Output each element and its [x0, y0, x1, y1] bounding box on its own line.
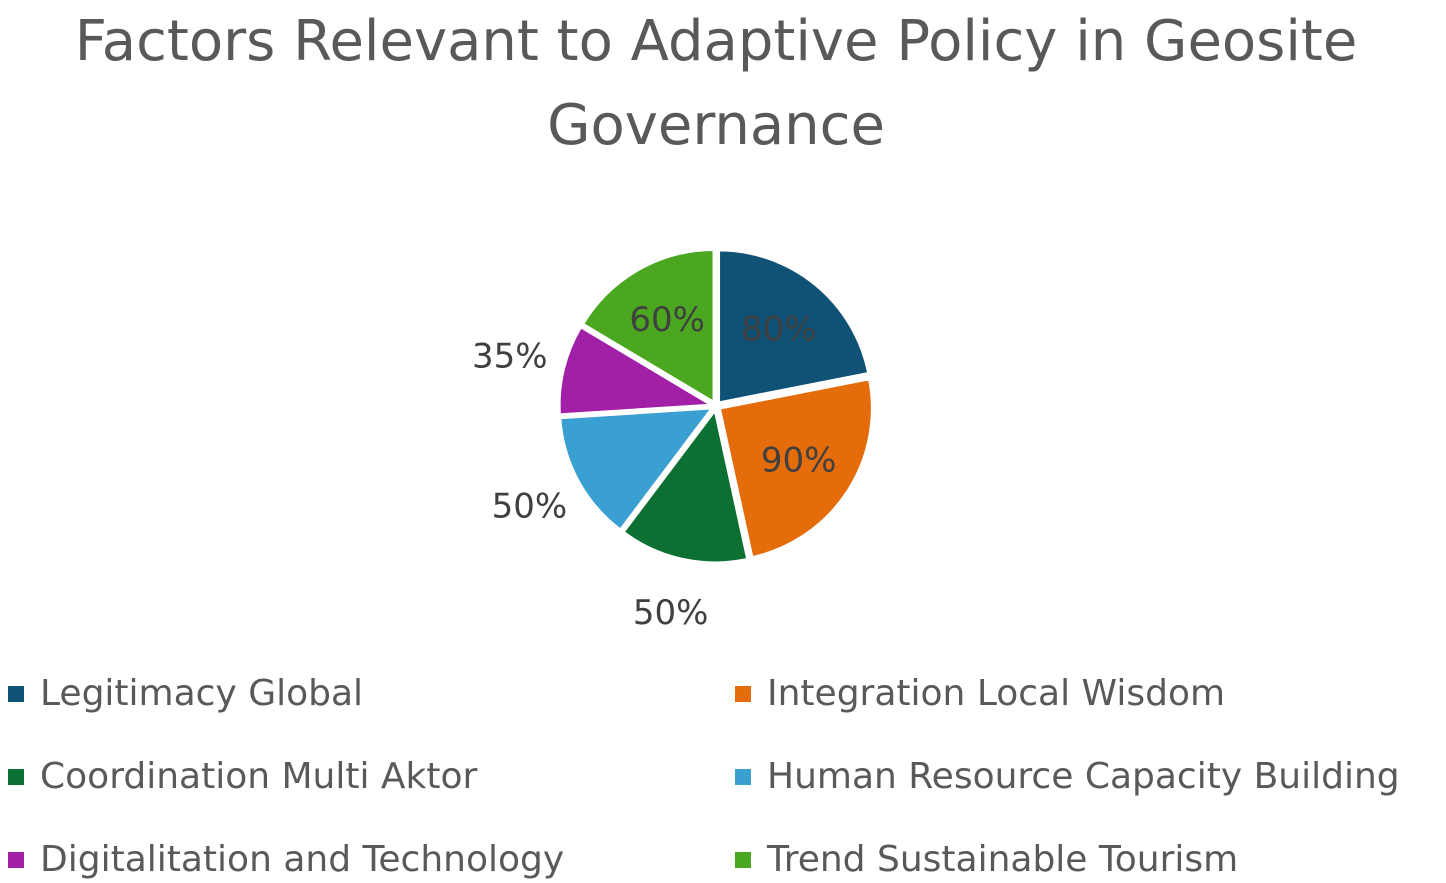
data-label: 35% — [472, 336, 548, 376]
data-label: 50% — [633, 593, 709, 633]
pie-slice — [580, 248, 716, 406]
pie-slice — [717, 248, 871, 405]
pie-data-labels: 80% 90% 50% 50% 35% 60% — [472, 300, 836, 633]
pie-slice — [620, 406, 750, 565]
data-label: 50% — [492, 487, 568, 527]
pie-slice — [558, 406, 716, 533]
pie-slices — [557, 248, 874, 565]
pie-slice — [557, 324, 718, 417]
data-label: 60% — [629, 300, 705, 340]
data-label: 90% — [761, 440, 837, 480]
pie-slice — [717, 376, 874, 560]
data-label: 80% — [741, 310, 817, 350]
chart-title: Factors Relevant to Adaptive Policy in G… — [74, 9, 1358, 158]
